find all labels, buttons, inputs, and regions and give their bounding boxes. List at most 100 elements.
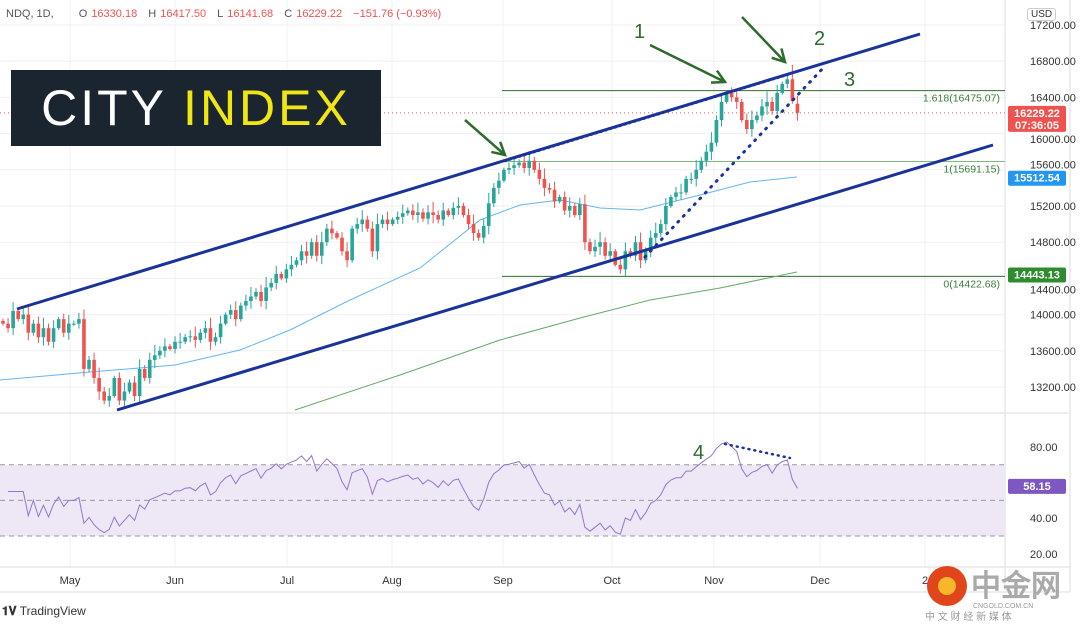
date-tick-label: Aug [382, 575, 402, 587]
candle-body [765, 101, 769, 107]
candle-body [451, 207, 456, 216]
candle-body [249, 296, 253, 302]
candle-body [21, 314, 26, 320]
candle-body [608, 251, 612, 256]
candle-body [492, 187, 496, 204]
candle-body [598, 242, 602, 247]
rsi-tag [1008, 478, 1066, 494]
candle-body [461, 206, 466, 216]
price-tick-label: 16000.00 [1030, 134, 1076, 146]
candle-body [699, 160, 704, 170]
candle-body [127, 382, 132, 392]
candle-body [446, 210, 451, 216]
candle-body [183, 337, 187, 342]
candle-body [87, 359, 91, 369]
candle-body [547, 187, 552, 190]
date-tick-label: Dec [810, 575, 830, 587]
candle-body [147, 359, 152, 378]
symbol-label[interactable]: NDQ, 1D, [6, 8, 54, 20]
candle-body [279, 273, 284, 279]
rsi-tag-text: 58.15 [1023, 481, 1051, 493]
ohlc-header: NDQ, 1D, O 16330.18 H 16417.50 L 16141.68 C… [6, 8, 445, 20]
candle-body [729, 92, 734, 98]
candle-body [572, 206, 577, 216]
candle-body [228, 310, 233, 315]
candle-body [365, 219, 370, 229]
candle-body [16, 310, 20, 320]
date-tick-label: Oct [603, 575, 620, 587]
candle-body [294, 260, 299, 265]
candle-body [588, 242, 592, 252]
ma200-tag [1008, 267, 1066, 283]
cngold-watermark: 中金网 CNGOLD.COM.CN 中 文 财 经 新 媒 体 [925, 558, 1075, 628]
ma200-tag-text: 14443.13 [1014, 269, 1060, 281]
arrow-head-icon [771, 48, 787, 64]
price-tick-label: 15600.00 [1030, 160, 1076, 172]
watermark-tag: 中 文 财 经 新 媒 体 [925, 610, 1012, 623]
candle-body [178, 341, 182, 343]
candle-body [552, 189, 557, 202]
candle-body [259, 291, 263, 302]
candle-body [780, 83, 785, 93]
candle-body [264, 287, 268, 302]
candle-body [623, 251, 628, 270]
candle-body [557, 196, 562, 202]
candle-body [603, 242, 607, 256]
candle-body [380, 219, 385, 225]
price-tick-label: 13600.00 [1030, 346, 1076, 358]
candle-body [481, 225, 486, 238]
candle-body [350, 228, 354, 261]
candle-body [355, 224, 359, 229]
candle-body [269, 282, 273, 288]
candle-body [153, 355, 157, 360]
candle-body [314, 242, 319, 256]
candle-body [213, 337, 218, 342]
candle-body [208, 328, 213, 342]
candle-body [684, 178, 688, 193]
candle-body [360, 219, 365, 225]
candle-body [82, 319, 86, 369]
candle-body [527, 160, 532, 168]
candle-body [233, 310, 238, 320]
candle-body [244, 301, 248, 306]
tradingview-logo[interactable]: 𝟏𝐕 TradingView [2, 604, 86, 618]
candle-body [26, 314, 31, 333]
last-price-tag [1008, 105, 1066, 132]
candle-body [284, 269, 289, 279]
candle-body [659, 224, 663, 234]
candle-body [188, 336, 193, 338]
candle-body [578, 204, 582, 216]
candle-body [517, 162, 521, 166]
price-tick-label: 17200.00 [1030, 20, 1076, 32]
candle-body [102, 391, 106, 401]
candle-body [456, 206, 461, 208]
candle-body [790, 79, 795, 102]
arrow-head-icon [710, 69, 728, 84]
candle-body [223, 314, 228, 324]
candle-body [785, 79, 790, 84]
candle-body [724, 92, 729, 102]
last-price-tag-text: 07:36:05 [1015, 120, 1059, 132]
date-tick-label: Nov [704, 575, 724, 587]
currency-badge[interactable]: USD [1027, 8, 1057, 21]
candle-body [46, 328, 51, 342]
candle-body [522, 162, 526, 168]
candle-body [441, 210, 446, 220]
rsi-band [0, 464, 1005, 536]
price-tick-label: 14000.00 [1030, 310, 1076, 322]
arrow-head-icon [491, 141, 507, 157]
candle-body [431, 212, 435, 216]
ma50-tag-text: 15512.54 [1014, 173, 1061, 185]
high-value: H 16417.50 [148, 8, 207, 20]
open-value: O 16330.18 [78, 8, 138, 20]
candle-body [502, 169, 506, 181]
fib-level-label: 1.618(16475.07) [923, 93, 1000, 105]
candle-body [61, 319, 66, 333]
rsi-line [8, 441, 798, 535]
price-tick-label: 13200.00 [1030, 382, 1076, 394]
candle-body [163, 346, 167, 351]
candle-body [426, 212, 430, 219]
candle-body [41, 328, 46, 338]
